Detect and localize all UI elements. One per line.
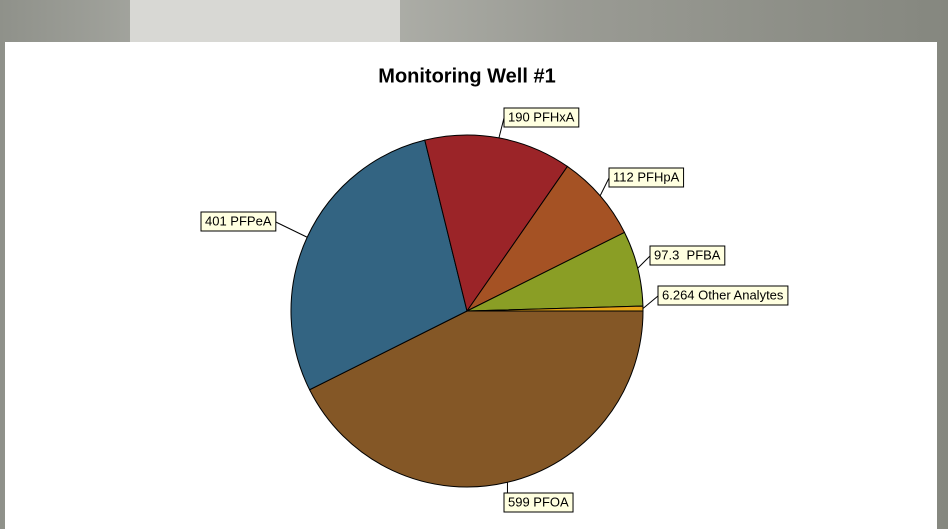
- aerial-roof: [130, 0, 400, 42]
- chart-title: Monitoring Well #1: [378, 65, 555, 87]
- data-label: 190 PFHxA: [508, 109, 575, 124]
- data-label: 112 PFHpA: [613, 169, 680, 184]
- data-label: 6.264 Other Analytes: [662, 287, 784, 302]
- data-label: 97.3 PFBA: [654, 247, 721, 262]
- pie: [291, 135, 643, 487]
- data-label: 401 PFPeA: [205, 213, 272, 228]
- data-label: 599 PFOA: [508, 494, 569, 509]
- chart: Monitoring Well #1 599 PFOA 401 PFPeA 190 …: [0, 0, 948, 529]
